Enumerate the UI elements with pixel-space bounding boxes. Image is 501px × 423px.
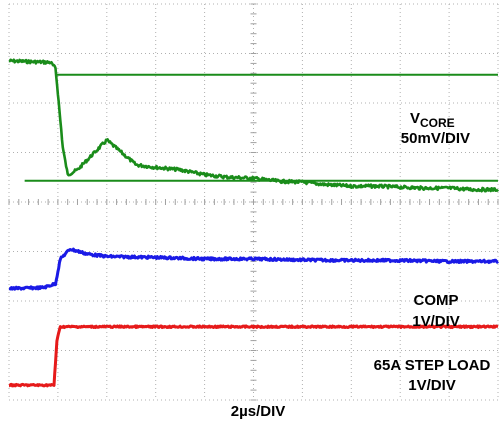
traces bbox=[8, 58, 500, 388]
trace-vcore bbox=[8, 58, 500, 193]
vcore-label-sub: CORE bbox=[420, 116, 455, 130]
vcore-scale-label: 50mV/DIV bbox=[401, 130, 470, 147]
vcore-label-main: V bbox=[410, 110, 420, 127]
trace-65a-step-load bbox=[8, 324, 499, 388]
trace-comp bbox=[8, 247, 499, 291]
step-load-label: 65A STEP LOAD bbox=[374, 357, 491, 374]
x-axis-scale-label: 2µs/DIV bbox=[231, 403, 286, 420]
vcore-label: VCORE bbox=[410, 110, 455, 130]
step-load-scale-label: 1V/DIV bbox=[408, 377, 456, 394]
grid bbox=[8, 3, 499, 401]
comp-label: COMP bbox=[414, 292, 459, 309]
comp-scale-label: 1V/DIV bbox=[412, 313, 460, 330]
